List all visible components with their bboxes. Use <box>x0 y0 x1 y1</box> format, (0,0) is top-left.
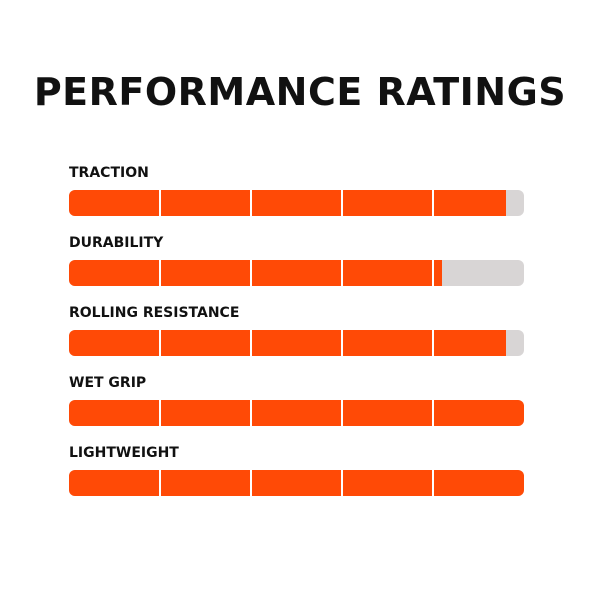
segment-divider <box>159 470 161 496</box>
rating-row-wet-grip: WET GRIP <box>69 374 524 444</box>
segment-divider <box>250 260 252 286</box>
ratings-chart: TRACTION DURABILITY ROLLING RESISTANCE WET … <box>69 164 524 514</box>
rating-row-rolling-resistance: ROLLING RESISTANCE <box>69 304 524 374</box>
segment-divider <box>159 190 161 216</box>
segment-divider <box>341 470 343 496</box>
rating-bar-track-wet-grip <box>69 400 524 426</box>
segment-divider <box>341 190 343 216</box>
rating-row-durability: DURABILITY <box>69 234 524 304</box>
segment-divider <box>159 330 161 356</box>
segment-divider <box>432 260 434 286</box>
segment-divider <box>432 190 434 216</box>
segment-divider <box>250 400 252 426</box>
rating-bar-durability <box>69 260 442 286</box>
rating-bar-track-traction <box>69 190 524 216</box>
rating-label-durability: DURABILITY <box>69 235 164 251</box>
segment-divider <box>432 470 434 496</box>
rating-label-rolling-resistance: ROLLING RESISTANCE <box>69 305 240 321</box>
segment-divider <box>341 400 343 426</box>
segment-divider <box>250 190 252 216</box>
segment-divider <box>250 330 252 356</box>
segment-divider <box>159 260 161 286</box>
rating-bar-track-rolling-resistance <box>69 330 524 356</box>
rating-row-traction: TRACTION <box>69 164 524 234</box>
rating-label-lightweight: LIGHTWEIGHT <box>69 445 179 461</box>
rating-bar-track-durability <box>69 260 524 286</box>
rating-bar-track-lightweight <box>69 470 524 496</box>
chart-title: PERFORMANCE RATINGS <box>33 70 567 114</box>
rating-label-traction: TRACTION <box>69 165 149 181</box>
rating-label-wet-grip: WET GRIP <box>69 375 147 391</box>
rating-bar-traction <box>69 190 506 216</box>
rating-row-lightweight: LIGHTWEIGHT <box>69 444 524 514</box>
segment-divider <box>159 400 161 426</box>
segment-divider <box>250 470 252 496</box>
rating-bar-rolling-resistance <box>69 330 506 356</box>
segment-divider <box>432 400 434 426</box>
rating-bar-lightweight <box>69 470 524 496</box>
segment-divider <box>432 330 434 356</box>
segment-divider <box>341 330 343 356</box>
segment-divider <box>341 260 343 286</box>
rating-bar-wet-grip <box>69 400 524 426</box>
